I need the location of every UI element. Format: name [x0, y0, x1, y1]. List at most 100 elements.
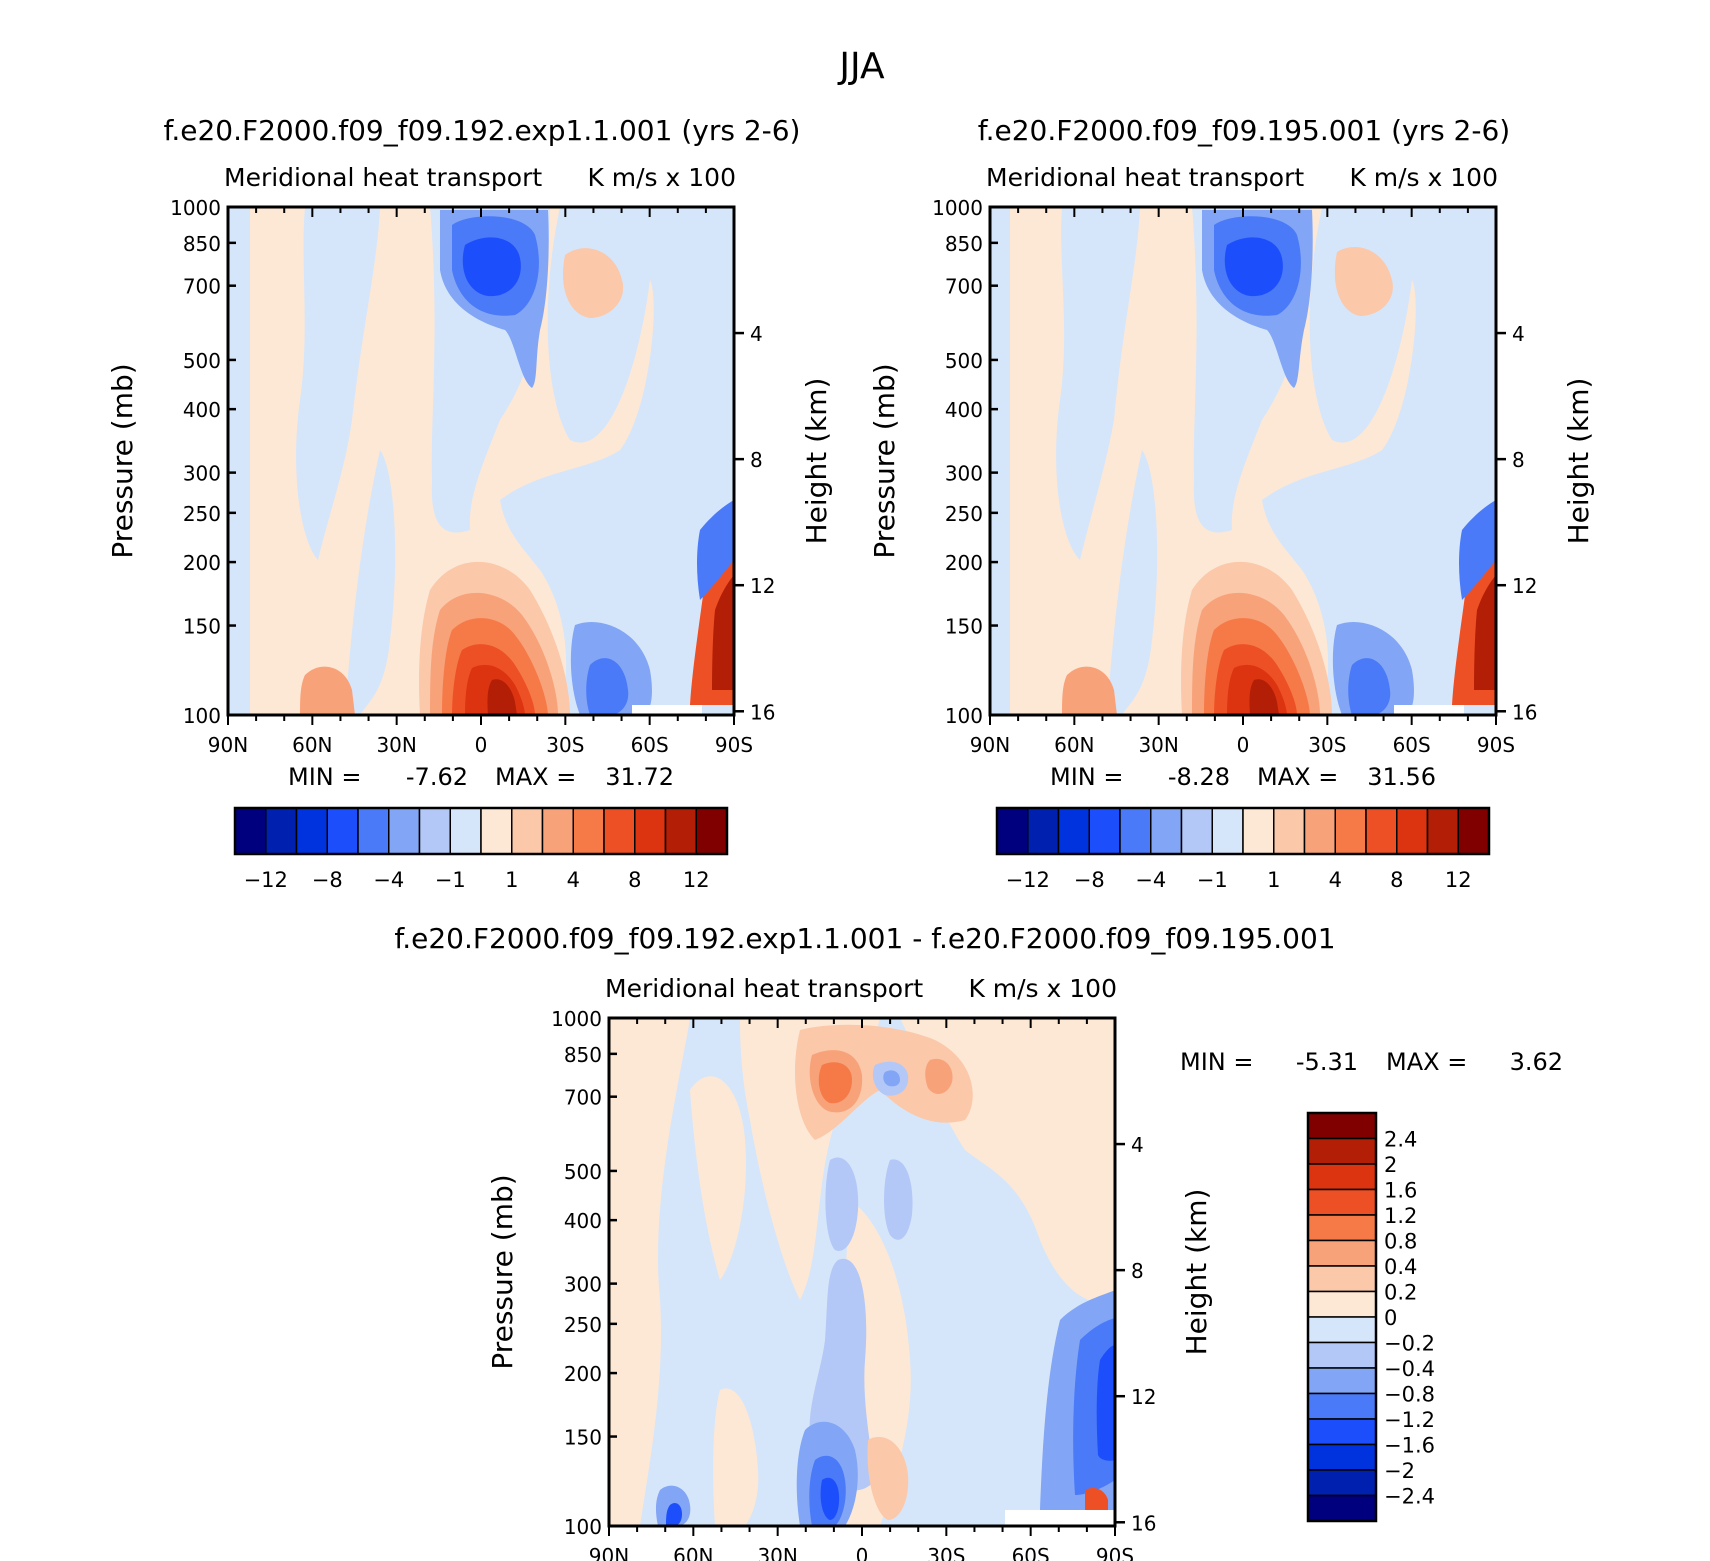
colorbar-box: [1365, 807, 1398, 855]
x-tick-label: 90S: [1477, 733, 1515, 757]
y-tick-label: 700: [564, 1086, 602, 1110]
colorbar-box: [511, 807, 544, 855]
y-tick-label: 100: [183, 704, 221, 728]
colorbar-label: 0.4: [1384, 1255, 1417, 1279]
colorbar-label: 0: [1384, 1306, 1397, 1330]
colorbar-label: −4: [1135, 868, 1166, 892]
colorbar-box: [449, 807, 482, 855]
colorbar-label: −1: [435, 868, 466, 892]
y-tick-label: 100: [564, 1515, 602, 1539]
colorbar-label: −8: [312, 868, 343, 892]
x-tick-label: 30S: [1308, 733, 1346, 757]
colorbar-box: [664, 807, 697, 855]
contour-polar-neg-core: [1096, 1345, 1115, 1461]
colorbar-box: [1180, 807, 1213, 855]
x-tick-label: 90N: [970, 733, 1010, 757]
y-tick-label: 1000: [170, 196, 221, 220]
colorbar: −12 −8 −4 −1 1 4 8 12: [995, 806, 1491, 892]
y-tick-label: 500: [945, 349, 983, 373]
figure-title: JJA: [837, 46, 885, 87]
y-tick-label: 150: [945, 615, 983, 639]
panel-title: f.e20.F2000.f09_f09.195.001 (yrs 2-6): [978, 114, 1510, 147]
max-value: 3.62: [1510, 1048, 1563, 1076]
y-tick-label: 150: [183, 615, 221, 639]
contour-pos-0-2: [867, 1436, 909, 1520]
x-tick-label: 60N: [292, 733, 332, 757]
min-value: -7.62: [406, 763, 468, 791]
y-tick-label: 300: [183, 462, 221, 486]
colorbar-box: [1307, 1137, 1377, 1165]
x-tick-label: 90N: [208, 733, 248, 757]
contour-polar-red-core: [712, 575, 734, 690]
contour-pos-1: [1334, 247, 1393, 316]
height-tick-label: 4: [1131, 1133, 1144, 1157]
left-subtitle: Meridional heat transport: [986, 163, 1304, 192]
colorbar-box: [1088, 807, 1121, 855]
colorbar-label: 4: [567, 868, 580, 892]
colorbar-label: 2: [1384, 1153, 1397, 1177]
contour-neg-1-6: [820, 1477, 840, 1520]
y-tick-label: 700: [183, 275, 221, 299]
missing-data: [1394, 705, 1464, 715]
y-tick-label: 200: [564, 1362, 602, 1386]
colorbar-box: [1457, 807, 1490, 855]
axes: 100 150 200 250 300 400 500 700 850 1000 16 12 8 4 90N…: [932, 196, 1537, 757]
x-tick-label: 30N: [757, 1544, 797, 1561]
panel-control-run: f.e20.F2000.f09_f09.192.exp1.1.001 (yrs …: [106, 114, 833, 892]
contour-field: [609, 1018, 1115, 1526]
contour-field: [228, 207, 734, 715]
colorbar-box: [1242, 807, 1275, 855]
colorbar-box: [1307, 1214, 1377, 1242]
colorbar-frame: [1306, 1111, 1378, 1523]
x-tick-label: 0: [856, 1544, 869, 1561]
missing-data: [1005, 1510, 1115, 1526]
colorbar-box: [1307, 1290, 1377, 1318]
colorbar-label: 0.8: [1384, 1230, 1417, 1254]
colorbar-label: 12: [683, 868, 710, 892]
y-tick-label: 250: [183, 502, 221, 526]
colorbar-box: [1027, 807, 1060, 855]
x-tick-label: 0: [475, 733, 488, 757]
y-axis-label: Pressure (mb): [106, 363, 139, 558]
height-tick-label: 4: [1512, 322, 1525, 346]
contour-neg-1: [500, 207, 734, 715]
colorbar-label: −2: [1384, 1459, 1415, 1483]
y-tick-label: 400: [183, 398, 221, 422]
y-tick-label: 1000: [932, 196, 983, 220]
colorbar-box: [234, 807, 267, 855]
contour-pos-0: [713, 1388, 759, 1526]
right-subtitle: K m/s x 100: [968, 974, 1117, 1003]
contour-pos-1: [562, 248, 624, 318]
contour-neg-0-4: [883, 1070, 900, 1087]
contour-pos-0-4: [925, 1058, 953, 1094]
left-subtitle: Meridional heat transport: [605, 974, 923, 1003]
x-tick-label: 30N: [376, 733, 416, 757]
contour-polar-pos: [1085, 1488, 1108, 1515]
colorbar-label: 2.4: [1384, 1128, 1417, 1152]
contour-polar-red-core: [1474, 575, 1496, 690]
height-tick-label: 8: [1512, 448, 1525, 472]
colorbar-box: [388, 807, 421, 855]
y-tick-label: 500: [564, 1160, 602, 1184]
contour-neg-1: [1262, 207, 1496, 715]
y-tick-label: 400: [945, 398, 983, 422]
y-axis-label: Pressure (mb): [868, 363, 901, 558]
contour-neg-1: [345, 450, 396, 715]
colorbar-label: 12: [1445, 868, 1472, 892]
contour-pos-0: [609, 1018, 690, 1526]
y-tick-label: 200: [945, 551, 983, 575]
colorbar-box: [1211, 807, 1244, 855]
contour-neg-1-6: [666, 1503, 682, 1526]
colorbar-box: [480, 807, 513, 855]
max-value: 31.72: [605, 763, 674, 791]
right-subtitle: K m/s x 100: [1349, 163, 1498, 192]
contour-neg-12: [462, 237, 521, 297]
colorbar-label: −0.4: [1384, 1357, 1435, 1381]
colorbar-box: [1307, 1367, 1377, 1395]
colorbar-label: 1.6: [1384, 1179, 1417, 1203]
max-label: MAX =: [1257, 763, 1338, 791]
y-tick-label: 100: [945, 704, 983, 728]
colorbar-label: 0.2: [1384, 1281, 1417, 1305]
panel-difference: f.e20.F2000.f09_f09.192.exp1.1.001 - f.e…: [394, 922, 1563, 1561]
